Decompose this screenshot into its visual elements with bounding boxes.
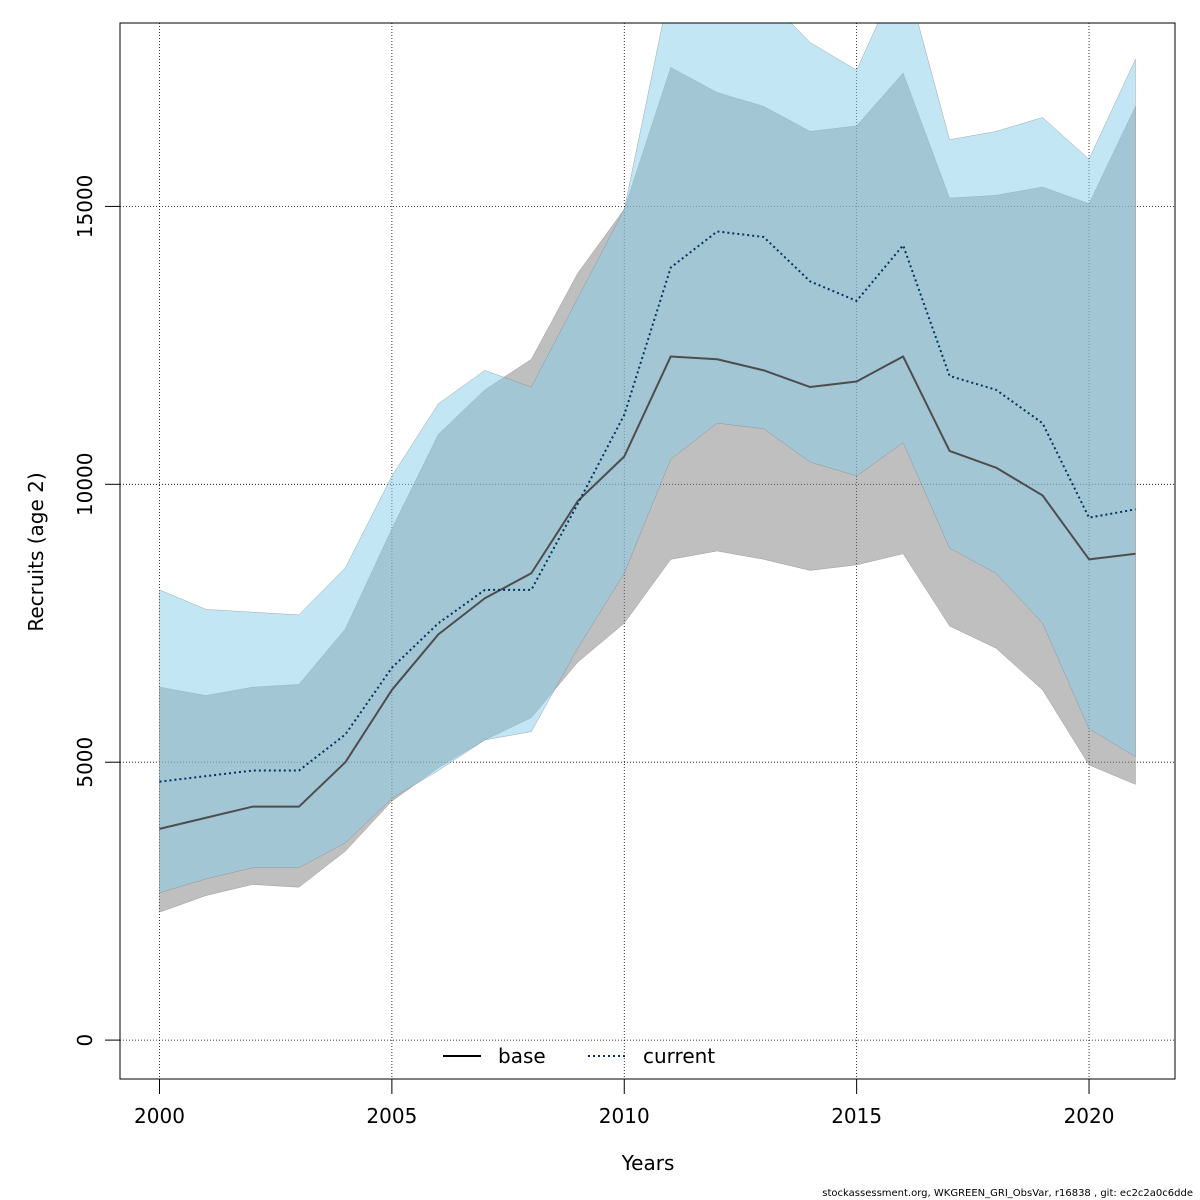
footer-credit: stockassessment.org, WKGREEN_GRI_ObsVar,… [822, 1188, 1193, 1199]
legend-label-current: current [643, 1044, 715, 1068]
series-lines [159, 230, 1136, 830]
y-tick-label-15000: 15000 [73, 175, 97, 239]
x-tick-label-2000: 2000 [134, 1104, 185, 1128]
x-tick-label-2010: 2010 [599, 1104, 650, 1128]
legend-label-base: base [498, 1044, 546, 1068]
y-tick-label-5000: 5000 [73, 737, 97, 788]
y-tick-label-10000: 10000 [73, 452, 97, 516]
y-axis-title: Recruits (age 2) [24, 472, 48, 631]
x-tick-label-2020: 2020 [1064, 1104, 1115, 1128]
band-current [159, 23, 1136, 894]
line-current [159, 230, 1136, 783]
y-tick-label-0: 0 [73, 1034, 97, 1047]
x-axis-title: Years [621, 1151, 675, 1175]
legend: base current [443, 1044, 715, 1068]
line-base [159, 355, 1136, 830]
plot-frame [119, 22, 1176, 1080]
x-tick-label-2005: 2005 [366, 1104, 417, 1128]
x-tick-label-2015: 2015 [831, 1104, 882, 1128]
confidence-bands [159, 23, 1136, 913]
axes: 2000 2005 2010 2015 2020 0 5000 10000 15000 [73, 175, 1114, 1128]
